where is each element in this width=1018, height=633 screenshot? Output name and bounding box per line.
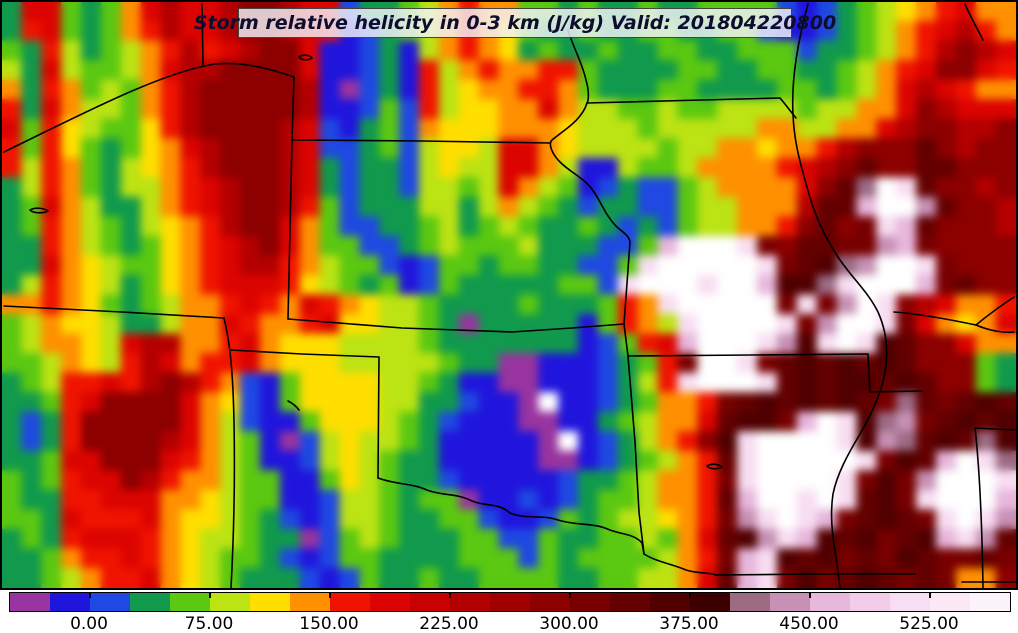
colorbar-segment-1 [50,593,90,611]
colorbar-segment-18 [730,593,770,611]
colorbar-segment-3 [130,593,170,611]
lake-eufaula-small [706,463,723,470]
colorbar-segment-5 [210,593,250,611]
colorbar-segment-23 [930,593,970,611]
ohio-river [893,296,1015,326]
colorbar-tick-label: 375.00 [659,614,719,633]
illinois-river [964,3,984,41]
colorbar-segment-13 [530,593,570,611]
optima-lake [287,400,300,411]
colorbar-tick-label: 525.00 [899,614,959,633]
colorbar-segment-6 [250,593,290,611]
state-borders-overlay [3,3,1016,588]
colorbar-tick-label: 300.00 [539,614,599,633]
colorbar-segment-17 [690,593,730,611]
colorbar-tick-label: 150.00 [299,614,359,633]
colorbar-segment-12 [490,593,530,611]
colorbar-segment-7 [290,593,330,611]
wyoming-nebraska-border [201,3,204,66]
tennessee-mississippi-border [974,427,1016,431]
colorbar-segment-24 [970,593,1010,611]
tennessee-river [975,324,1015,334]
newmexico-east-border [223,317,236,588]
des-moines-river [779,97,797,119]
plot-title-banner: Storm relative helicity in 0-3 km (J/kg)… [194,8,836,38]
colorbar-segment-14 [570,593,610,611]
map-frame: Storm relative helicity in 0-3 km (J/kg)… [0,0,1018,590]
colorado-north-border [3,62,295,153]
colorbar-segment-9 [370,593,410,611]
colorbar-segment-21 [850,593,890,611]
arkansas-louisiana-border [715,573,916,576]
kansas-oklahoma-border [287,318,625,333]
colorbar-segment-11 [450,593,490,611]
colorbar [9,592,1011,612]
missouri-arkansas-border [627,353,923,393]
colorbar-segment-2 [90,593,130,611]
colorbar-tick-label: 0.00 [70,614,108,633]
colorbar-segment-8 [330,593,370,611]
helicity-field-canvas [2,2,1016,588]
mississippi-river [791,3,888,588]
colorado-newmexico-border [3,305,225,319]
colorbar-segment-19 [770,593,810,611]
texas-oklahoma-100w-border [377,356,380,479]
colorbar-segment-16 [650,593,690,611]
colorbar-segment-15 [610,593,650,611]
colorbar-segment-4 [170,593,210,611]
colorado-east-border [287,76,295,320]
texas-arkansas-red-river [643,553,717,576]
river-segment-south [974,427,984,588]
colorbar-segment-0 [10,593,50,611]
kansas-nebraska-border [291,139,551,144]
missouri-river [549,29,631,357]
colorbar-tick-label: 225.00 [419,614,479,633]
iowa-missouri-border [586,97,781,104]
colorbar-tick-label: 75.00 [184,614,234,633]
colorbar-segment-22 [890,593,930,611]
red-river [377,477,645,555]
colorbar-tick-label: 450.00 [779,614,839,633]
oklahoma-panhandle-south-border [230,349,380,358]
lake-mcconaughy [298,54,313,61]
plot-title-text: Storm relative helicity in 0-3 km (J/kg)… [193,12,837,34]
colorbar-segment-20 [810,593,850,611]
colorbar-segment-10 [410,593,450,611]
oklahoma-arkansas-border [627,355,645,555]
lake-colorado-small [29,207,49,214]
